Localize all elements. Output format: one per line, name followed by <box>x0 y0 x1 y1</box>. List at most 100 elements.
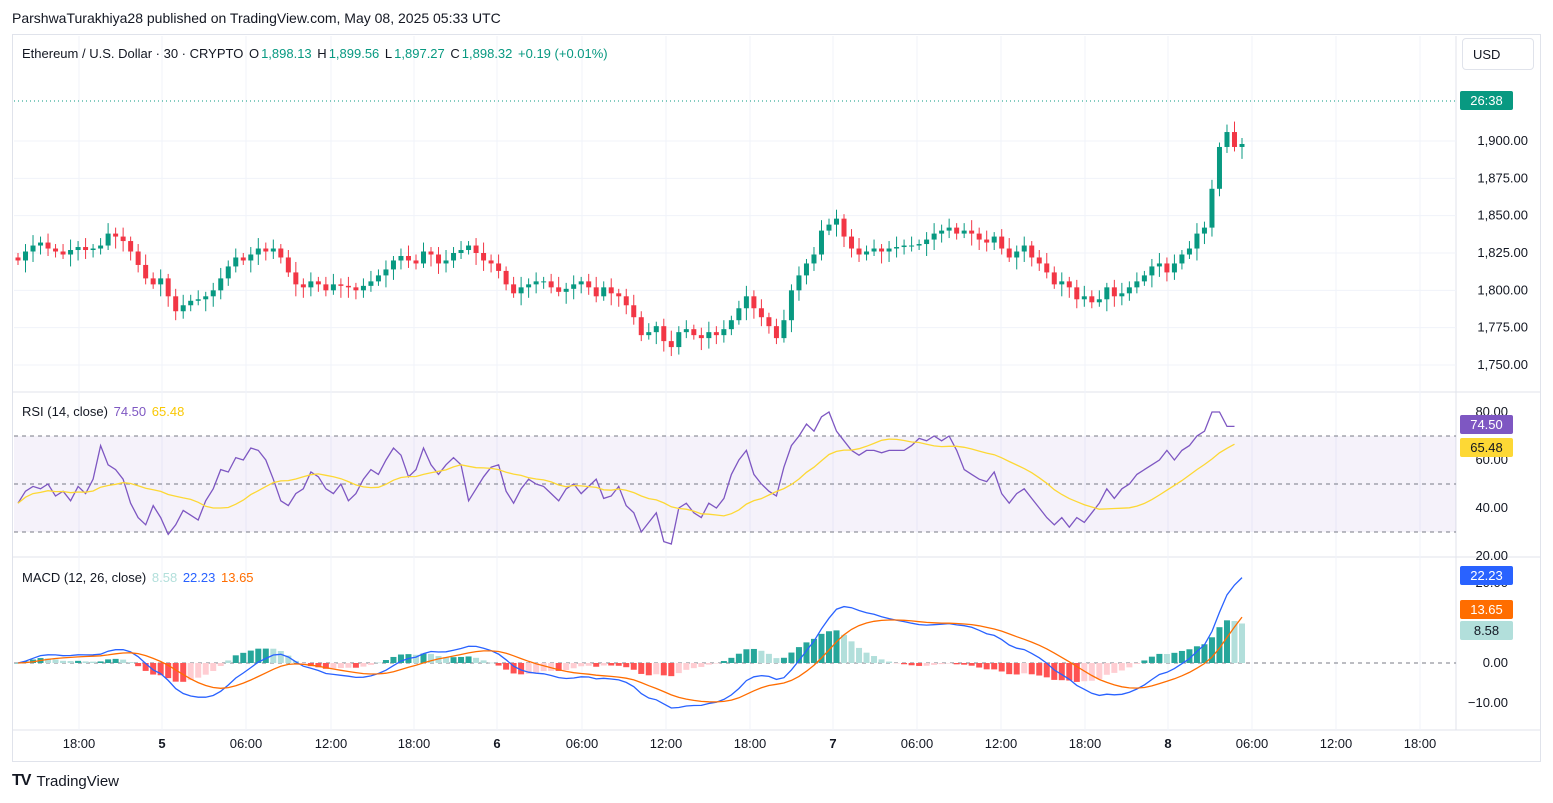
macd-histogram-bar <box>961 663 968 665</box>
candle-body <box>1029 245 1035 258</box>
candle-body <box>1231 132 1237 147</box>
candle-body <box>113 233 119 237</box>
candle-body <box>781 320 787 339</box>
time-tick-label: 12:00 <box>650 736 683 751</box>
macd-histogram-bar <box>473 657 480 663</box>
macd-histogram-bar <box>360 663 367 667</box>
close-value: 1,898.32 <box>461 46 513 61</box>
candle-body <box>53 248 59 252</box>
candle-body <box>556 287 562 292</box>
candle-body <box>954 227 960 234</box>
macd-histogram-bar <box>968 663 975 666</box>
candle-body <box>345 285 351 288</box>
candle-body <box>1081 296 1087 300</box>
macd-histogram-bar <box>510 663 517 674</box>
macd-histogram-bar <box>788 652 795 663</box>
macd-histogram-bar <box>555 663 562 671</box>
candle-body <box>1066 281 1072 288</box>
macd-histogram-bar <box>1118 663 1125 671</box>
macd-histogram-bar <box>720 661 727 663</box>
candle-body <box>668 341 674 348</box>
macd-histogram-bar <box>1088 663 1095 681</box>
candle-body <box>886 248 892 252</box>
chart-frame[interactable] <box>12 34 1541 762</box>
candle-body <box>315 281 321 285</box>
macd-histogram-bar <box>638 663 645 674</box>
candle-body <box>706 332 712 339</box>
candle-body <box>1014 251 1020 258</box>
macd-histogram-bar <box>1096 663 1103 679</box>
candle-body <box>436 254 442 264</box>
candle-body <box>293 272 299 285</box>
candle-body <box>1179 254 1185 264</box>
candle-body <box>60 251 66 255</box>
macd-histogram-bar <box>1201 644 1208 663</box>
candle-body <box>818 230 824 255</box>
currency-selector-button[interactable]: USD <box>1462 38 1534 70</box>
candle-body <box>751 296 757 309</box>
macd-histogram-bar <box>232 655 239 663</box>
macd-histogram-bar <box>1133 663 1140 664</box>
macd-histogram-bar <box>780 657 787 663</box>
candle-body <box>563 288 569 292</box>
macd-histogram-bar <box>322 663 329 669</box>
macd-histogram-bar <box>615 663 622 666</box>
candle-body <box>743 296 749 309</box>
candle-body <box>616 293 622 297</box>
time-tick-label: 8 <box>1164 736 1171 751</box>
macd-histogram-bar <box>428 653 435 663</box>
time-tick-label: 18:00 <box>1069 736 1102 751</box>
macd-histogram-bar <box>52 659 59 663</box>
macd-histogram-bar <box>480 660 487 663</box>
price-tick-label: 1,750.00 <box>1477 357 1528 372</box>
macd-histogram-bar <box>1178 650 1185 663</box>
candle-body <box>165 278 171 297</box>
candle-body <box>278 248 284 258</box>
macd-histogram-bar <box>458 656 465 663</box>
candle-body <box>413 260 419 264</box>
macd-title[interactable]: MACD (12, 26, close) <box>22 570 147 585</box>
macd-histogram-bar <box>608 663 615 666</box>
macd-histogram-bar <box>157 663 164 676</box>
symbol-title[interactable]: Ethereum / U.S. Dollar · 30 · CRYPTO <box>22 46 244 61</box>
candle-body <box>308 281 314 288</box>
tradingview-logo[interactable]: TV TradingView <box>12 772 119 790</box>
macd-histogram-bar <box>262 648 269 663</box>
price-tick-label: 1,800.00 <box>1477 282 1528 297</box>
macd-histogram-bar <box>841 634 848 663</box>
macd-legend: MACD (12, 26, close) 8.58 22.23 13.65 <box>22 570 256 585</box>
candle-body <box>405 255 411 261</box>
candle-body <box>180 305 186 312</box>
macd-histogram-bar <box>946 663 953 664</box>
candle-body <box>30 245 36 252</box>
candle-body <box>834 218 840 225</box>
macd-signal-value: 13.65 <box>221 570 254 585</box>
candle-body <box>105 233 111 246</box>
macd-histogram-bar <box>270 648 277 663</box>
macd-histogram-bar <box>97 661 104 663</box>
time-tick-label: 06:00 <box>230 736 263 751</box>
macd-tick-label: −10.00 <box>1468 695 1508 710</box>
change-value: +0.19 (+0.01%) <box>518 46 608 61</box>
time-tick-label: 12:00 <box>315 736 348 751</box>
open-label: O <box>248 46 260 61</box>
candle-body <box>1186 248 1192 255</box>
macd-histogram-bar <box>698 663 705 667</box>
macd-histogram-bar <box>45 658 52 663</box>
candle-body <box>826 224 832 231</box>
candle-body <box>909 245 915 247</box>
macd-histogram-bar <box>285 655 292 663</box>
rsi-title[interactable]: RSI (14, close) <box>22 404 108 419</box>
macd-histogram-bar <box>495 663 502 666</box>
candle-body <box>796 275 802 291</box>
candle-body <box>473 245 479 253</box>
macd-histogram-bar <box>856 647 863 663</box>
rsi-legend: RSI (14, close) 74.50 65.48 <box>22 404 186 419</box>
rsi-value: 74.50 <box>113 404 147 419</box>
macd-histogram-bar <box>593 663 600 667</box>
candle-body <box>1089 296 1095 303</box>
macd-histogram-bar <box>675 663 682 674</box>
candle-body <box>285 257 291 273</box>
candle-body <box>45 242 51 249</box>
